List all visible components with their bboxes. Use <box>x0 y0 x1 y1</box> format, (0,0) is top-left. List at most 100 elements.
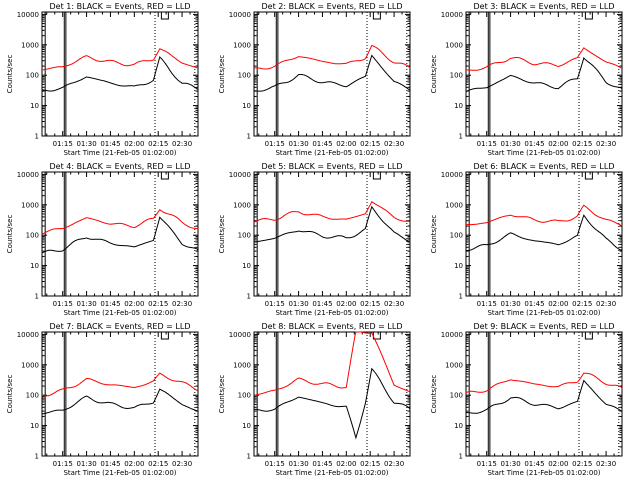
series-line-events <box>254 54 411 92</box>
x-tick-label: 02:30 <box>596 460 616 468</box>
x-axis-title: Start Time (21-Feb-05 01:02:00) <box>275 149 388 157</box>
y-tick-label: 10 <box>242 422 251 430</box>
y-tick-label: 1 <box>35 453 39 461</box>
y-tick-label: 1 <box>247 133 251 141</box>
y-tick-label: 10000 <box>441 331 463 339</box>
panel-det-7: 1 10 100 1000 10000 01:15 01:30 01:45 02:00 02:15… <box>6 322 199 477</box>
y-tick-label: 1 <box>35 133 39 141</box>
y-axis-title: Counts/sec <box>6 375 14 414</box>
x-tick-label: 02:00 <box>336 140 356 148</box>
x-tick-label: 02:15 <box>572 460 592 468</box>
series-line-events <box>253 205 410 243</box>
plot-frame <box>465 171 623 297</box>
y-tick-label: 1 <box>247 293 251 301</box>
panel-title: Det 7: BLACK = Events, RED = LLD <box>50 322 191 331</box>
x-tick-label: 02:15 <box>360 300 380 308</box>
series-line-lld <box>465 204 623 227</box>
series-line-lld <box>466 47 623 71</box>
y-tick-label: 10000 <box>229 331 251 339</box>
y-tick-label: 10000 <box>229 171 251 179</box>
x-tick-label: 02:15 <box>572 140 592 148</box>
x-tick-label: 01:30 <box>76 140 96 148</box>
series-line-events <box>41 56 198 92</box>
attenuator-bracket <box>584 172 593 180</box>
panel-det-9: 1 10 100 1000 10000 01:15 01:30 01:45 02:00 02:15… <box>430 322 623 477</box>
panel-title: Det 3: BLACK = Events, RED = LLD <box>474 2 615 11</box>
y-tick-label: 1000 <box>445 201 463 209</box>
y-tick-label: 1 <box>247 453 251 461</box>
y-tick-label: 1000 <box>21 41 39 49</box>
x-tick-label: 01:30 <box>288 460 308 468</box>
x-axis-title: Start Time (21-Feb-05 01:02:00) <box>63 309 176 317</box>
panel-det-8: 1 10 100 1000 10000 01:15 01:30 01:45 02:00 02:15… <box>218 322 411 477</box>
x-axis-title: Start Time (21-Feb-05 01:02:00) <box>275 469 388 477</box>
series-line-lld <box>253 331 411 396</box>
y-tick-label: 10000 <box>441 171 463 179</box>
attenuator-bracket <box>372 172 381 180</box>
x-tick-label: 02:30 <box>384 460 404 468</box>
x-tick-label: 01:45 <box>100 300 120 308</box>
plot-frame <box>253 171 411 297</box>
x-tick-label: 01:45 <box>312 300 332 308</box>
x-tick-label: 01:45 <box>312 460 332 468</box>
series-line-events <box>254 367 411 440</box>
y-tick-label: 10000 <box>17 11 39 19</box>
series-line-lld <box>253 44 411 70</box>
x-tick-label: 01:45 <box>524 300 544 308</box>
x-tick-label: 01:45 <box>312 140 332 148</box>
x-tick-label: 02:30 <box>172 460 192 468</box>
y-tick-label: 1000 <box>21 361 39 369</box>
y-tick-label: 1000 <box>445 361 463 369</box>
x-tick-label: 01:45 <box>100 140 120 148</box>
x-tick-label: 01:30 <box>500 140 520 148</box>
y-axis-title: Counts/sec <box>218 215 226 254</box>
x-tick-label: 01:45 <box>100 460 120 468</box>
attenuator-bracket <box>160 172 169 180</box>
y-tick-label: 1 <box>459 293 463 301</box>
x-tick-label: 02:15 <box>148 300 168 308</box>
y-tick-label: 100 <box>450 392 463 400</box>
x-tick-label: 02:00 <box>124 140 144 148</box>
series-line-lld <box>41 48 199 71</box>
x-tick-label: 02:15 <box>148 140 168 148</box>
panel-det-5: 1 10 100 1000 10000 01:15 01:30 01:45 02:00 02:15… <box>218 162 411 317</box>
y-tick-label: 1000 <box>233 361 251 369</box>
x-tick-label: 01:30 <box>288 140 308 148</box>
plot-frame <box>253 331 411 457</box>
y-tick-label: 100 <box>26 72 39 80</box>
x-tick-label: 01:30 <box>500 460 520 468</box>
plot-frame <box>465 331 623 457</box>
x-tick-label: 02:30 <box>172 140 192 148</box>
plot-frame <box>465 11 623 137</box>
y-tick-label: 1 <box>35 293 39 301</box>
attenuator-bracket <box>160 12 169 20</box>
x-axis-title: Start Time (21-Feb-05 01:02:00) <box>487 149 600 157</box>
attenuator-bracket <box>160 332 169 340</box>
y-tick-label: 1000 <box>21 201 39 209</box>
x-tick-label: 02:30 <box>384 300 404 308</box>
x-tick-label: 02:00 <box>548 140 568 148</box>
y-tick-label: 100 <box>26 392 39 400</box>
y-axis-title: Counts/sec <box>218 55 226 94</box>
x-tick-label: 01:45 <box>524 460 544 468</box>
x-tick-label: 01:45 <box>524 140 544 148</box>
series-line-lld <box>41 208 199 235</box>
y-axis-title: Counts/sec <box>430 55 438 94</box>
y-tick-label: 100 <box>450 72 463 80</box>
attenuator-bracket <box>372 12 381 20</box>
x-tick-label: 01:15 <box>477 460 497 468</box>
x-tick-label: 02:30 <box>596 300 616 308</box>
y-tick-label: 10 <box>454 102 463 110</box>
y-tick-label: 1 <box>459 133 463 141</box>
x-tick-label: 01:15 <box>265 300 285 308</box>
x-tick-label: 01:15 <box>53 300 73 308</box>
x-tick-label: 01:30 <box>288 300 308 308</box>
x-tick-label: 01:15 <box>53 460 73 468</box>
y-tick-label: 10000 <box>17 171 39 179</box>
y-tick-label: 100 <box>26 232 39 240</box>
x-tick-label: 02:00 <box>124 460 144 468</box>
y-tick-label: 10000 <box>17 331 39 339</box>
panel-title: Det 2: BLACK = Events, RED = LLD <box>262 2 403 11</box>
x-tick-label: 01:15 <box>477 300 497 308</box>
x-tick-label: 01:30 <box>76 460 96 468</box>
